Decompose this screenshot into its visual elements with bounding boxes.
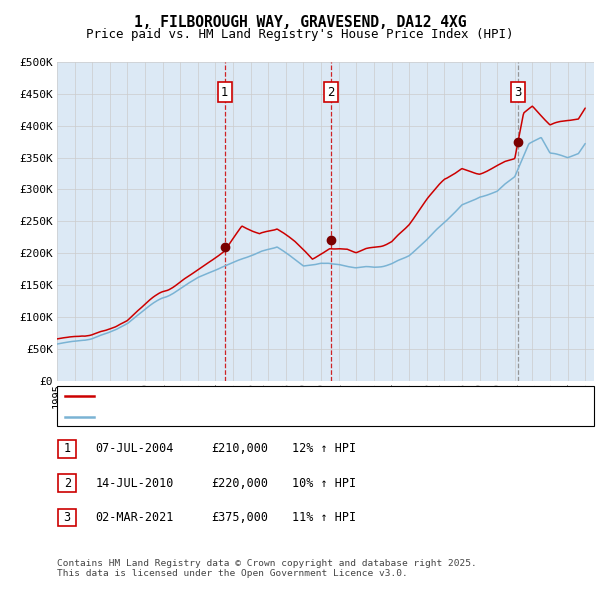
Text: 11% ↑ HPI: 11% ↑ HPI (292, 511, 356, 524)
Text: 1, FILBOROUGH WAY, GRAVESEND, DA12 4XG (semi-detached house): 1, FILBOROUGH WAY, GRAVESEND, DA12 4XG (… (98, 391, 503, 401)
Text: 14-JUL-2010: 14-JUL-2010 (95, 477, 174, 490)
Text: 1: 1 (64, 442, 71, 455)
Text: 12% ↑ HPI: 12% ↑ HPI (292, 442, 356, 455)
Text: 1: 1 (221, 86, 229, 99)
Text: 2: 2 (64, 477, 71, 490)
Text: 10% ↑ HPI: 10% ↑ HPI (292, 477, 356, 490)
Text: £375,000: £375,000 (211, 511, 268, 524)
Text: £220,000: £220,000 (211, 477, 268, 490)
Text: 3: 3 (514, 86, 521, 99)
Text: Price paid vs. HM Land Registry's House Price Index (HPI): Price paid vs. HM Land Registry's House … (86, 28, 514, 41)
Text: 3: 3 (64, 511, 71, 524)
Text: 07-JUL-2004: 07-JUL-2004 (95, 442, 174, 455)
Text: Contains HM Land Registry data © Crown copyright and database right 2025.: Contains HM Land Registry data © Crown c… (57, 559, 477, 568)
Text: £210,000: £210,000 (211, 442, 268, 455)
Text: This data is licensed under the Open Government Licence v3.0.: This data is licensed under the Open Gov… (57, 569, 408, 578)
Text: 02-MAR-2021: 02-MAR-2021 (95, 511, 174, 524)
Text: HPI: Average price, semi-detached house, Gravesham: HPI: Average price, semi-detached house,… (98, 412, 436, 422)
Text: 2: 2 (327, 86, 334, 99)
Text: 1, FILBOROUGH WAY, GRAVESEND, DA12 4XG: 1, FILBOROUGH WAY, GRAVESEND, DA12 4XG (134, 15, 466, 30)
